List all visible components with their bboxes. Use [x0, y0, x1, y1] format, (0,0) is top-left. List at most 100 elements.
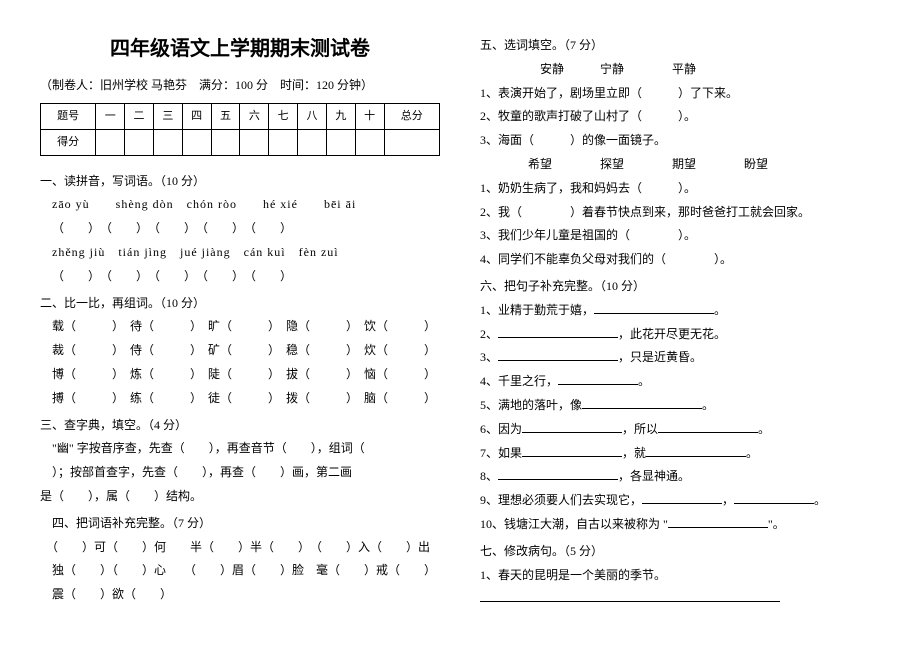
section-2: 二、比一比，再组词。（10 分） 载（ ） 待（ ） 旷（ ） 隐（ ） 饮（ …: [40, 292, 440, 410]
blank[interactable]: [658, 420, 758, 433]
question-line[interactable]: 2、牧童的歌声打破了山村了（ ）。: [480, 105, 880, 128]
blank[interactable]: [668, 515, 768, 528]
score-cell[interactable]: [384, 129, 439, 155]
section-3: 三、查字典，填空。（4 分） "幽" 字按音序查，先查（ ），再查音节（ ），组…: [40, 414, 440, 508]
blank[interactable]: [498, 467, 618, 480]
blank[interactable]: [582, 396, 702, 409]
section-heading: 三、查字典，填空。（4 分）: [40, 414, 440, 437]
blank[interactable]: [498, 325, 618, 338]
hdr-cell: 十: [355, 103, 384, 129]
score-header-row: 题号 一 二 三 四 五 六 七 八 九 十 总分: [41, 103, 440, 129]
blank[interactable]: [480, 589, 780, 602]
section-4: 四、把词语补充完整。（7 分） （ ）可（ ）何 半（ ）半（ ） （ ）入（ …: [40, 512, 440, 606]
hdr-cell: 二: [125, 103, 154, 129]
hdr-cell: 四: [182, 103, 211, 129]
word-bank: 希望 探望 期望 盼望: [480, 153, 880, 176]
answer-line[interactable]: [480, 587, 880, 610]
question-line[interactable]: 2、我（ ）着春节快点到来，那时爸爸打工就会回家。: [480, 201, 880, 224]
text-line[interactable]: 是（ ），属（ ）结构。: [40, 485, 440, 508]
section-heading: 七、修改病句。（5 分）: [480, 540, 880, 563]
hdr-cell: 五: [211, 103, 240, 129]
score-cell[interactable]: [96, 129, 125, 155]
score-cell[interactable]: [326, 129, 355, 155]
score-cell[interactable]: [182, 129, 211, 155]
section-heading: 五、选词填空。（7 分）: [480, 34, 880, 57]
blank[interactable]: [522, 420, 622, 433]
pinyin-row: zāo yù shèng dòn chón ròo hé xié bēi āi: [40, 193, 440, 216]
prefix: 7、如果: [480, 446, 522, 460]
question-line[interactable]: 1、表演开始了，剧场里立即（ ）了下来。: [480, 82, 880, 105]
fill-line[interactable]: 5、满地的落叶，像。: [480, 394, 880, 417]
hdr-cell: 九: [326, 103, 355, 129]
fill-line[interactable]: 10、钱塘江大潮，自古以来被称为 " "。: [480, 513, 880, 536]
score-cell[interactable]: [355, 129, 384, 155]
word-bank: 安静 宁静 平静: [480, 58, 880, 81]
blank-row[interactable]: （ ） （ ） （ ） （ ） （ ）: [40, 217, 440, 240]
word-row[interactable]: 搏（ ） 练（ ） 徒（ ） 拨（ ） 脑（ ）: [40, 387, 440, 410]
blank-row[interactable]: （ ） （ ） （ ） （ ） （ ）: [40, 265, 440, 288]
prefix: 5、满地的落叶，像: [480, 398, 582, 412]
prefix: 6、因为: [480, 422, 522, 436]
blank[interactable]: [522, 444, 622, 457]
question-line[interactable]: 3、海面（ ）的像一面镜子。: [480, 129, 880, 152]
blank[interactable]: [642, 491, 722, 504]
score-cell[interactable]: [211, 129, 240, 155]
score-cell[interactable]: [269, 129, 298, 155]
blank[interactable]: [594, 301, 714, 314]
right-column: 五、选词填空。（7 分） 安静 宁静 平静 1、表演开始了，剧场里立即（ ）了下…: [480, 30, 880, 620]
word-row[interactable]: 博（ ） 炼（ ） 陡（ ） 拔（ ） 恼（ ）: [40, 363, 440, 386]
prefix: 3、: [480, 350, 498, 364]
section-7: 七、修改病句。（5 分） 1、春天的昆明是一个美丽的季节。: [480, 540, 880, 610]
section-heading: 六、把句子补充完整。（10 分）: [480, 275, 880, 298]
hdr-cell: 总分: [384, 103, 439, 129]
left-column: 四年级语文上学期期末测试卷 （制卷人：旧州学校 马艳芬 满分：100 分 时间：…: [40, 30, 440, 620]
score-cell[interactable]: [153, 129, 182, 155]
question-line[interactable]: 4、同学们不能辜负父母对我们的（ ）。: [480, 248, 880, 271]
pinyin-row: zhěng jiù tián jìng jué jiàng cán kuì fè…: [40, 241, 440, 264]
hdr-cell: 三: [153, 103, 182, 129]
fill-line[interactable]: 4、千里之行，。: [480, 370, 880, 393]
fill-line[interactable]: 1、业精于勤荒于嬉，。: [480, 299, 880, 322]
hdr-cell: 七: [269, 103, 298, 129]
question-line[interactable]: 3、我们少年儿童是祖国的（ ）。: [480, 224, 880, 247]
suffix: "。: [768, 517, 785, 531]
section-5: 五、选词填空。（7 分） 安静 宁静 平静 1、表演开始了，剧场里立即（ ）了下…: [480, 34, 880, 271]
fill-line[interactable]: 2、 ，此花开尽更无花。: [480, 323, 880, 346]
score-cell[interactable]: [298, 129, 327, 155]
word-row[interactable]: 裁（ ） 侍（ ） 矿（ ） 稳（ ） 炊（ ）: [40, 339, 440, 362]
blank[interactable]: [558, 372, 638, 385]
section-heading: 二、比一比，再组词。（10 分）: [40, 292, 440, 315]
word-row[interactable]: （ ）可（ ）何 半（ ）半（ ） （ ）入（ ）出: [40, 536, 440, 559]
score-value-row: 得分: [41, 129, 440, 155]
text-line[interactable]: "幽" 字按音序查，先查（ ），再查音节（ ），组词（: [40, 437, 440, 460]
blank[interactable]: [734, 491, 814, 504]
fill-line[interactable]: 3、，只是近黄昏。: [480, 346, 880, 369]
hdr-cell: 题号: [41, 103, 96, 129]
prefix: 10、钱塘江大潮，自古以来被称为 ": [480, 517, 668, 531]
blank[interactable]: [646, 444, 746, 457]
fill-line[interactable]: 7、如果，就。: [480, 442, 880, 465]
score-table: 题号 一 二 三 四 五 六 七 八 九 十 总分 得分: [40, 103, 440, 156]
word-row[interactable]: 载（ ） 待（ ） 旷（ ） 隐（ ） 饮（ ）: [40, 315, 440, 338]
word-row[interactable]: 独（ ）（ ）心 （ ）眉（ ）脸 毫（ ）戒（ ）: [40, 559, 440, 582]
blank[interactable]: [498, 348, 618, 361]
section-heading: 四、把词语补充完整。（7 分）: [40, 512, 440, 535]
question-line[interactable]: 1、奶奶生病了，我和妈妈去（ ）。: [480, 177, 880, 200]
prefix: 2、: [480, 327, 498, 341]
fill-line[interactable]: 8、 ，各显神通。: [480, 465, 880, 488]
text-line[interactable]: ）；按部首查字，先查（ ），再查（ ）画，第二画: [40, 461, 440, 484]
prefix: 9、理想必须要人们去实现它，: [480, 493, 642, 507]
prefix: 8、: [480, 469, 498, 483]
fill-line[interactable]: 9、理想必须要人们去实现它，，。: [480, 489, 880, 512]
suffix: ，此花开尽更无花。: [618, 327, 726, 341]
section-heading: 一、读拼音，写词语。（10 分）: [40, 170, 440, 193]
question-line: 1、春天的昆明是一个美丽的季节。: [480, 564, 880, 587]
score-cell[interactable]: [125, 129, 154, 155]
hdr-cell: 一: [96, 103, 125, 129]
suffix: ，各显神通。: [618, 469, 690, 483]
section-6: 六、把句子补充完整。（10 分） 1、业精于勤荒于嬉，。 2、 ，此花开尽更无花。…: [480, 275, 880, 536]
word-row[interactable]: 震（ ）欲（ ）: [40, 583, 440, 606]
fill-line[interactable]: 6、因为，所以。: [480, 418, 880, 441]
mid: ，就: [622, 446, 646, 460]
score-cell[interactable]: [240, 129, 269, 155]
